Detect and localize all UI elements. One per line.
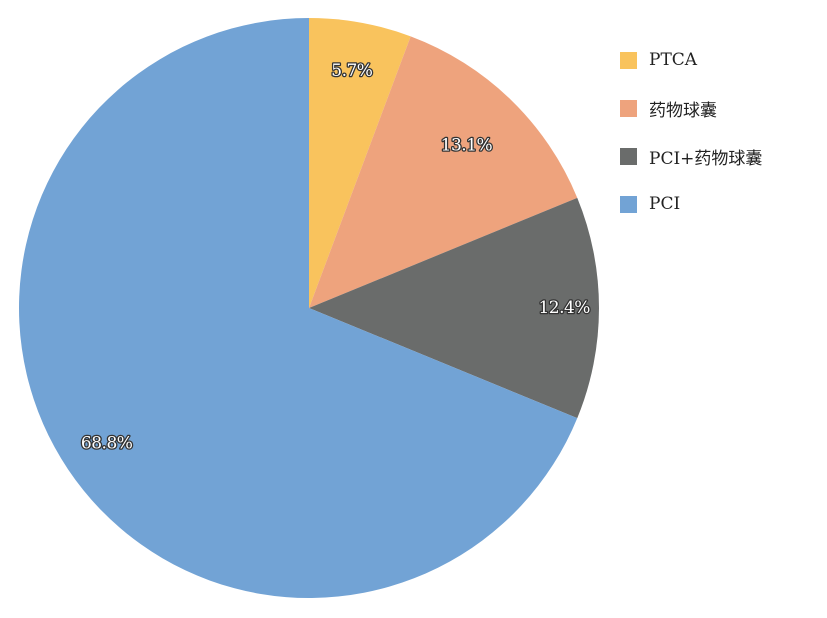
legend-swatch-3: [620, 195, 637, 213]
legend-swatch-0: [620, 51, 637, 69]
legend-label-0: PTCA: [649, 50, 698, 70]
slice-value-label-1: 13.1%: [441, 136, 493, 156]
legend-swatch-1: [620, 99, 637, 117]
legend-label-2: PCI+药物球囊: [649, 148, 763, 169]
slice-value-label-3: 68.8%: [81, 434, 133, 454]
legend-swatch-2: [620, 147, 637, 165]
legend: PTCA 药物球囊 PCI+药物球囊 PCI: [620, 36, 762, 228]
slice-value-label-0: 5.7%: [331, 61, 373, 81]
legend-item-1: 药物球囊: [620, 84, 762, 132]
pie-slice-2: [309, 197, 600, 419]
legend-item-2: PCI+药物球囊: [620, 132, 762, 180]
pie-slice-1: [309, 36, 578, 308]
pie-slices: [19, 18, 600, 598]
legend-item-3: PCI: [620, 180, 762, 228]
slice-value-label-2: 12.4%: [538, 298, 590, 318]
legend-item-0: PTCA: [620, 36, 762, 84]
pie-slice-0: [309, 18, 411, 308]
pie-value-labels: 5.7% 13.1% 12.4% 68.8%: [80, 60, 592, 455]
pie-slice-3: [19, 18, 578, 598]
legend-label-3: PCI: [649, 194, 681, 214]
legend-label-1: 药物球囊: [649, 100, 717, 121]
